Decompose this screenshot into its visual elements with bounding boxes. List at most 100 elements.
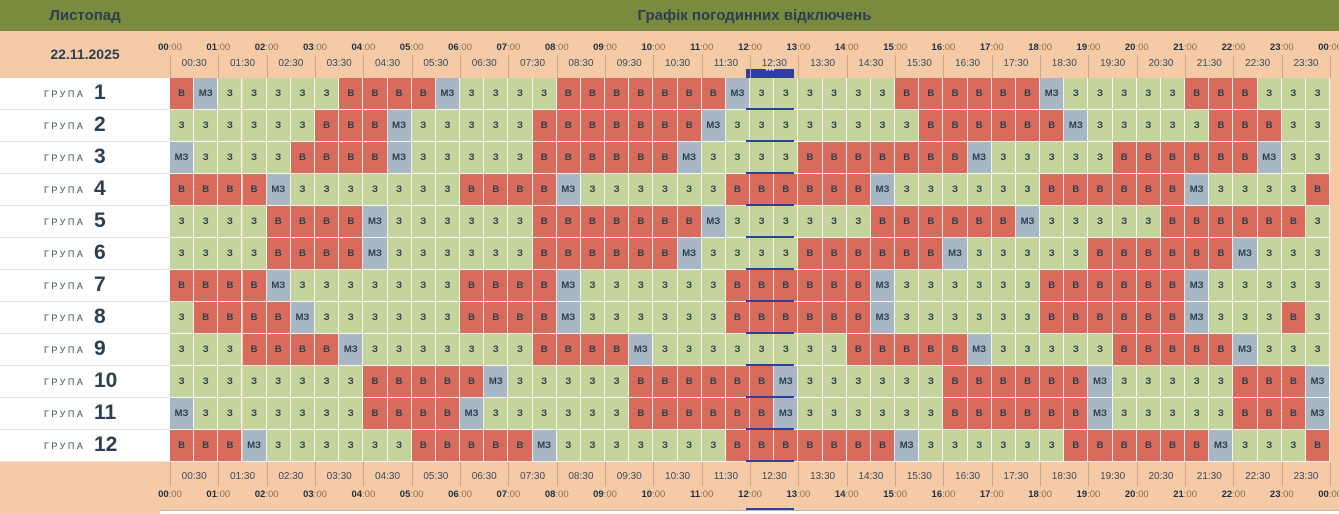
schedule-cell: МЗ — [870, 302, 896, 334]
schedule-cell: З — [411, 238, 436, 270]
top-halfhour-label: 02:30 — [278, 58, 304, 69]
schedule-cell: В — [870, 334, 896, 366]
schedule-cell: В — [1233, 398, 1258, 430]
schedule-cell: З — [170, 366, 195, 398]
group-label: ГРУПА 11 — [0, 398, 170, 430]
schedule-cell: З — [484, 238, 509, 270]
schedule-cell: З — [1088, 110, 1113, 142]
group-label: ГРУПА 2 — [0, 110, 170, 142]
schedule-cell: З — [822, 334, 847, 366]
schedule-cell: З — [194, 398, 219, 430]
schedule-cell: З — [1015, 302, 1041, 334]
schedule-cell: З — [339, 430, 364, 462]
schedule-cell: В — [532, 302, 557, 334]
schedule-cell: З — [774, 238, 799, 270]
schedule-cell: МЗ — [387, 110, 412, 142]
schedule-cell: В — [315, 142, 340, 174]
schedule-cell: В — [943, 398, 968, 430]
schedule-cell: З — [725, 206, 751, 238]
schedule-cell: З — [1185, 398, 1210, 430]
schedule-cell: В — [387, 366, 412, 398]
schedule-cell: З — [895, 174, 920, 206]
schedule-grid: В МЗ З З З З З В В В В МЗ З З З З В В В В В В В МЗ З З З З З З В В В В В В М… — [170, 78, 1331, 462]
current-time-row-line — [746, 396, 794, 398]
schedule-cell: З — [387, 430, 412, 462]
schedule-cell: З — [701, 302, 726, 334]
schedule-cell: В — [508, 174, 533, 206]
current-time-row-line — [746, 140, 794, 142]
top-hour-label: 21:00 — [1173, 42, 1198, 53]
schedule-cell: З — [435, 174, 461, 206]
schedule-cell: З — [846, 206, 871, 238]
group-label: ГРУПА 9 — [0, 334, 170, 366]
schedule-cell: З — [218, 78, 243, 110]
bottom-halfhour-label: 05:30 — [423, 471, 449, 482]
schedule-cell: З — [411, 142, 436, 174]
schedule-cell: З — [315, 78, 340, 110]
schedule-cell: В — [363, 366, 388, 398]
schedule-cell: МЗ — [170, 142, 195, 174]
schedule-cell: З — [870, 110, 896, 142]
top-hour-label: 01:00 — [206, 42, 231, 53]
schedule-cell: З — [484, 78, 509, 110]
bottom-hour-label: 18:00 — [1028, 489, 1052, 500]
schedule-cell: З — [750, 110, 775, 142]
schedule-cell: В — [1160, 302, 1186, 334]
bottom-hour-label: 10:00 — [641, 489, 666, 500]
schedule-cell: В — [484, 174, 509, 206]
schedule-cell: В — [556, 334, 581, 366]
schedule-cell: В — [290, 142, 315, 174]
schedule-cell: З — [1040, 430, 1065, 462]
top-halfhour-label: 23:30 — [1293, 58, 1319, 69]
schedule-cell: В — [846, 430, 871, 462]
hour-tick — [460, 55, 462, 78]
schedule-cell: З — [774, 142, 799, 174]
schedule-cell: В — [532, 110, 557, 142]
schedule-cell: З — [1257, 430, 1282, 462]
schedule-cell: З — [677, 334, 702, 366]
schedule-cell: В — [339, 142, 364, 174]
schedule-cell: В — [870, 206, 896, 238]
schedule-cell: В — [677, 398, 702, 430]
schedule-cell: В — [339, 78, 364, 110]
hour-tick — [170, 462, 171, 486]
schedule-cell: З — [1040, 206, 1065, 238]
schedule-cell: З — [725, 238, 751, 270]
schedule-cell: В — [580, 206, 606, 238]
schedule-cell: МЗ — [1040, 78, 1065, 110]
hour-tick — [1233, 462, 1235, 486]
schedule-cell: В — [315, 110, 340, 142]
schedule-cell: З — [1112, 398, 1137, 430]
schedule-cell: В — [653, 110, 678, 142]
schedule-cell: МЗ — [774, 398, 799, 430]
schedule-cell: З — [484, 110, 509, 142]
hour-tick — [798, 55, 800, 78]
schedule-cell: З — [315, 430, 340, 462]
horizontal-scrollbar[interactable] — [160, 510, 1339, 514]
schedule-cell: МЗ — [1088, 398, 1113, 430]
bottom-hour-label: 17:00 — [979, 489, 1004, 500]
schedule-cell: З — [967, 238, 992, 270]
schedule-cell: В — [1088, 302, 1113, 334]
schedule-cell: МЗ — [290, 302, 315, 334]
schedule-cell: В — [242, 270, 267, 302]
schedule-cell: З — [1112, 206, 1137, 238]
schedule-cell: З — [919, 398, 944, 430]
schedule-cell: З — [580, 270, 606, 302]
bottom-hour-label: 00:00 — [158, 489, 182, 500]
group-word: ГРУПА — [44, 153, 86, 163]
schedule-cell: В — [725, 430, 751, 462]
schedule-cell: В — [750, 430, 775, 462]
current-time-row-line — [746, 364, 794, 366]
schedule-cell: З — [822, 78, 847, 110]
schedule-cell: З — [605, 398, 630, 430]
bottom-hour-label: 14:00 — [834, 489, 859, 500]
hour-tick — [991, 462, 993, 486]
schedule-cell: З — [1281, 142, 1306, 174]
schedule-cell: З — [339, 366, 364, 398]
hour-tick — [556, 55, 558, 78]
schedule-cell: З — [290, 78, 315, 110]
schedule-cell: З — [798, 366, 823, 398]
schedule-cell: В — [460, 366, 485, 398]
schedule-cell: В — [1209, 110, 1234, 142]
